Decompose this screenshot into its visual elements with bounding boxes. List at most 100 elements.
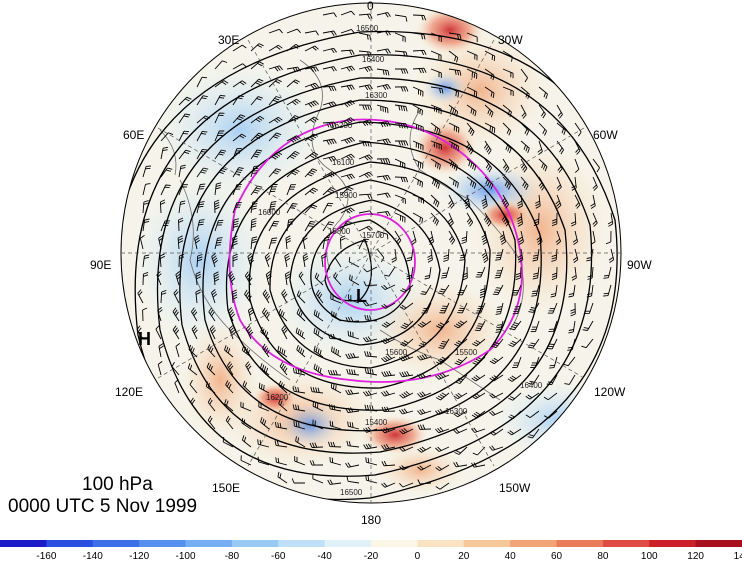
wind-barb: [296, 308, 306, 322]
wind-barb: [347, 330, 360, 340]
wind-barb: [304, 133, 319, 142]
wind-barb: [568, 320, 576, 334]
wind-barb: [406, 266, 414, 280]
wind-barb: [457, 284, 468, 296]
wind-barb: [363, 443, 378, 450]
wind-barb: [260, 417, 270, 430]
wind-barb: [214, 237, 223, 250]
wind-barb: [453, 428, 468, 434]
wind-barb: [484, 50, 496, 62]
wind-barb: [430, 32, 442, 42]
wind-barb: [258, 382, 270, 394]
wind-barb: [394, 194, 406, 204]
wind-barb: [156, 271, 162, 286]
contour-label: 15700: [362, 231, 385, 240]
wind-barb: [547, 302, 558, 314]
wind-barb: [358, 50, 372, 58]
colorbar-swatch: [0, 540, 47, 547]
wind-barb: [489, 428, 504, 436]
wind-barb: [196, 183, 206, 196]
wind-barb: [322, 47, 337, 54]
wind-barb: [157, 361, 163, 376]
wind-barb: [331, 346, 342, 358]
wind-barb: [340, 207, 355, 214]
wind-barb: [241, 345, 252, 358]
wind-barb: [196, 130, 208, 142]
wind-barb: [242, 380, 252, 394]
wind-barb: [495, 320, 504, 333]
wind-barb: [517, 248, 524, 263]
wind-barb: [195, 271, 202, 286]
wind-barb: [489, 374, 504, 382]
wind-barb: [538, 158, 548, 172]
lon-label-180: 180: [361, 513, 381, 527]
wind-barb: [533, 212, 540, 227]
wind-barb: [394, 104, 408, 112]
wind-barb: [466, 122, 475, 137]
wind-barb: [281, 289, 288, 304]
wind-barb: [205, 381, 216, 394]
wind-barb: [508, 410, 522, 420]
wind-barb: [481, 248, 489, 263]
contour-label: 16400: [362, 55, 385, 64]
wind-barb: [399, 408, 414, 415]
wind-barb: [420, 284, 432, 295]
wind-barb: [268, 237, 278, 250]
wind-barb: [257, 439, 270, 448]
wind-barb: [250, 185, 263, 196]
wind-barb: [312, 419, 324, 430]
wind-barb: [314, 272, 324, 286]
wind-barb: [188, 344, 198, 358]
wind-barb: [499, 230, 507, 245]
wind-barb: [412, 49, 427, 56]
wind-barb: [532, 266, 540, 280]
wind-barb: [232, 184, 242, 196]
wind-barb: [471, 392, 486, 400]
wind-barb: [340, 84, 355, 91]
colorbar-swatch: [556, 540, 604, 547]
wind-barb: [260, 363, 270, 376]
wind-barb: [508, 338, 522, 348]
wind-barb: [454, 446, 468, 455]
wind-barb: [570, 212, 577, 227]
wind-barb: [231, 289, 238, 304]
contour-label: 15500: [455, 348, 478, 357]
wind-barb: [466, 176, 477, 189]
wind-barb: [250, 218, 257, 232]
wind-barb: [381, 354, 396, 363]
wind-barb: [527, 428, 540, 439]
contour-label: 16500: [356, 24, 379, 33]
colorbar-swatches: [0, 540, 742, 547]
wind-barb: [543, 392, 558, 401]
wind-barb: [158, 343, 164, 358]
colorbar-swatch: [695, 540, 742, 547]
contour-label: 15900: [335, 191, 358, 200]
wind-barb: [556, 176, 562, 191]
wind-barb: [346, 440, 360, 448]
wind-barb: [157, 307, 163, 322]
wind-barb: [327, 333, 342, 340]
wind-barb: [142, 218, 150, 232]
wind-barb: [136, 325, 144, 340]
wind-barb: [582, 320, 594, 331]
wind-barb: [381, 370, 396, 377]
wind-barb: [501, 212, 510, 227]
wind-barb: [547, 338, 558, 350]
wind-barb: [466, 32, 478, 43]
wind-barb: [394, 14, 408, 22]
wind-barb: [328, 403, 342, 412]
wind-barb: [412, 122, 424, 132]
wind-barb: [304, 168, 318, 178]
wind-barb: [466, 68, 478, 79]
wind-barb: [232, 63, 247, 70]
wind-barb: [528, 302, 540, 313]
wind-barb: [245, 325, 254, 340]
colorbar-tick-label: 100: [641, 551, 658, 561]
wind-barb: [494, 266, 504, 279]
wind-barb: [556, 158, 563, 173]
wind-barb: [286, 135, 301, 143]
wind-barb: [189, 379, 198, 394]
colorbar-swatch: [602, 540, 650, 547]
wind-barb: [603, 284, 612, 297]
wind-barb: [268, 116, 283, 124]
